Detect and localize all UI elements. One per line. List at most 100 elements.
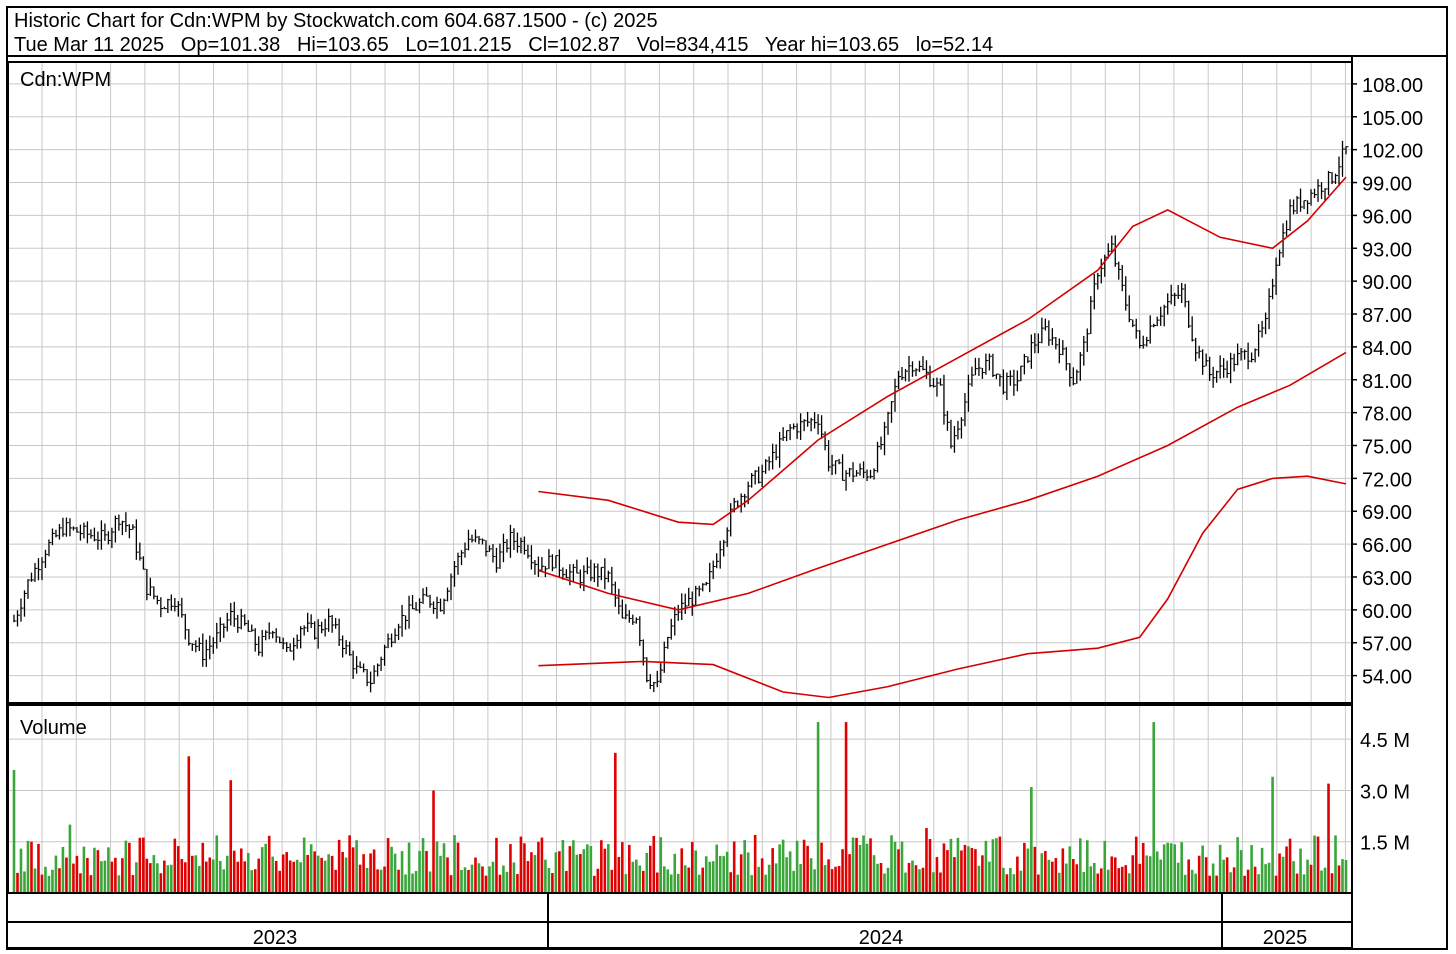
volume-bar xyxy=(313,851,316,893)
volume-bar xyxy=(495,837,498,893)
volume-bar xyxy=(813,869,816,893)
volume-bar xyxy=(1082,871,1086,893)
volume-bar xyxy=(299,862,302,893)
price-tick-label: 78.00 xyxy=(1362,404,1412,426)
price-tick-label: 60.00 xyxy=(1362,601,1412,623)
volume-bar xyxy=(439,855,442,893)
volume-bar xyxy=(362,854,365,893)
volume-bar xyxy=(907,862,911,893)
volume-bar xyxy=(61,846,65,893)
volume-bar xyxy=(1033,846,1037,893)
price-tick-label: 102.00 xyxy=(1362,141,1423,163)
volume-bar xyxy=(208,857,212,893)
volume-bar xyxy=(1078,838,1082,893)
volume-bar xyxy=(1222,859,1225,893)
volume-bar xyxy=(1253,866,1257,893)
volume-bar xyxy=(117,875,121,893)
volume-bar xyxy=(215,835,219,893)
volume-bar xyxy=(956,837,960,893)
volume-bar xyxy=(669,874,673,893)
volume-bar xyxy=(1295,873,1299,893)
volume-bar xyxy=(837,865,841,893)
volume-bar xyxy=(683,865,687,893)
volume-bar xyxy=(1229,872,1232,893)
volume-bar xyxy=(1183,874,1187,893)
volume-bar xyxy=(222,869,226,893)
volume-bar xyxy=(96,850,100,893)
volume-bar xyxy=(1103,840,1107,893)
volume-bar xyxy=(1197,855,1201,893)
volume-bar xyxy=(694,850,698,893)
volume-bar xyxy=(1190,869,1194,893)
volume-bar xyxy=(911,860,914,893)
volume-bar xyxy=(792,870,795,893)
volume-bar xyxy=(1110,856,1114,893)
volume-bar xyxy=(963,844,967,893)
price-tick-label: 66.00 xyxy=(1362,535,1412,557)
volume-bar xyxy=(718,855,722,893)
volume-bar xyxy=(1232,867,1236,893)
volume-bar xyxy=(355,840,358,893)
volume-bar xyxy=(16,872,19,893)
grid-lines xyxy=(8,62,1352,893)
volume-bar xyxy=(1145,855,1149,893)
volume-bar xyxy=(1065,863,1068,893)
volume-bar xyxy=(554,852,558,893)
volume-bar xyxy=(666,869,670,893)
volume-bar xyxy=(194,855,198,893)
volume-bar xyxy=(33,868,37,893)
volume-bar xyxy=(103,860,107,893)
volume-bar xyxy=(953,857,956,893)
volume-bar xyxy=(47,875,51,893)
volume-bar xyxy=(197,865,201,893)
volume-bar xyxy=(488,866,491,893)
volume-bar xyxy=(890,835,893,893)
volume-bar xyxy=(372,849,376,893)
volume-bar xyxy=(676,873,680,893)
volume-bar xyxy=(690,842,694,893)
volume-bar xyxy=(544,859,547,893)
volume-bar xyxy=(309,844,313,893)
volume-bar xyxy=(753,834,757,893)
price-tick-label: 54.00 xyxy=(1362,667,1412,689)
volume-bar xyxy=(166,865,170,893)
price-bars xyxy=(13,140,1349,693)
volume-bar xyxy=(988,861,991,893)
volume-bar xyxy=(516,874,519,893)
volume-bar xyxy=(872,855,876,893)
volume-bar xyxy=(1047,859,1051,893)
volume-bar xyxy=(1138,863,1142,893)
volume-bar xyxy=(204,861,208,893)
volume-bar xyxy=(51,869,54,893)
volume-bar xyxy=(232,850,236,893)
volume-bar xyxy=(327,854,330,893)
volume-bar xyxy=(1201,845,1204,893)
volume-bar xyxy=(163,860,166,893)
volume-bar xyxy=(561,840,565,893)
volume-bar xyxy=(369,853,372,893)
volume-bar xyxy=(746,852,750,893)
volume-bar xyxy=(757,866,760,893)
volume-bar xyxy=(1211,863,1215,893)
volume-bar xyxy=(781,839,785,893)
volume-bar xyxy=(568,846,572,893)
volume-bar xyxy=(295,859,299,893)
volume-bar xyxy=(628,844,631,893)
volume-bar xyxy=(621,842,624,893)
volume-bar xyxy=(1127,873,1131,893)
volume-bar xyxy=(593,875,596,893)
volume-bar xyxy=(260,847,264,893)
volume-bar xyxy=(641,870,645,893)
volume-bar xyxy=(701,867,705,893)
volume-bar xyxy=(1250,845,1253,893)
volume-bar xyxy=(344,857,348,893)
volume-bar xyxy=(421,838,425,893)
volume-bar xyxy=(662,866,666,893)
volume-bar xyxy=(481,866,484,893)
volume-bar xyxy=(278,870,282,893)
volume-bar xyxy=(404,874,407,893)
price-tick-label: 93.00 xyxy=(1362,239,1412,261)
volume-bar xyxy=(1054,858,1058,893)
volume-bar xyxy=(68,824,72,893)
